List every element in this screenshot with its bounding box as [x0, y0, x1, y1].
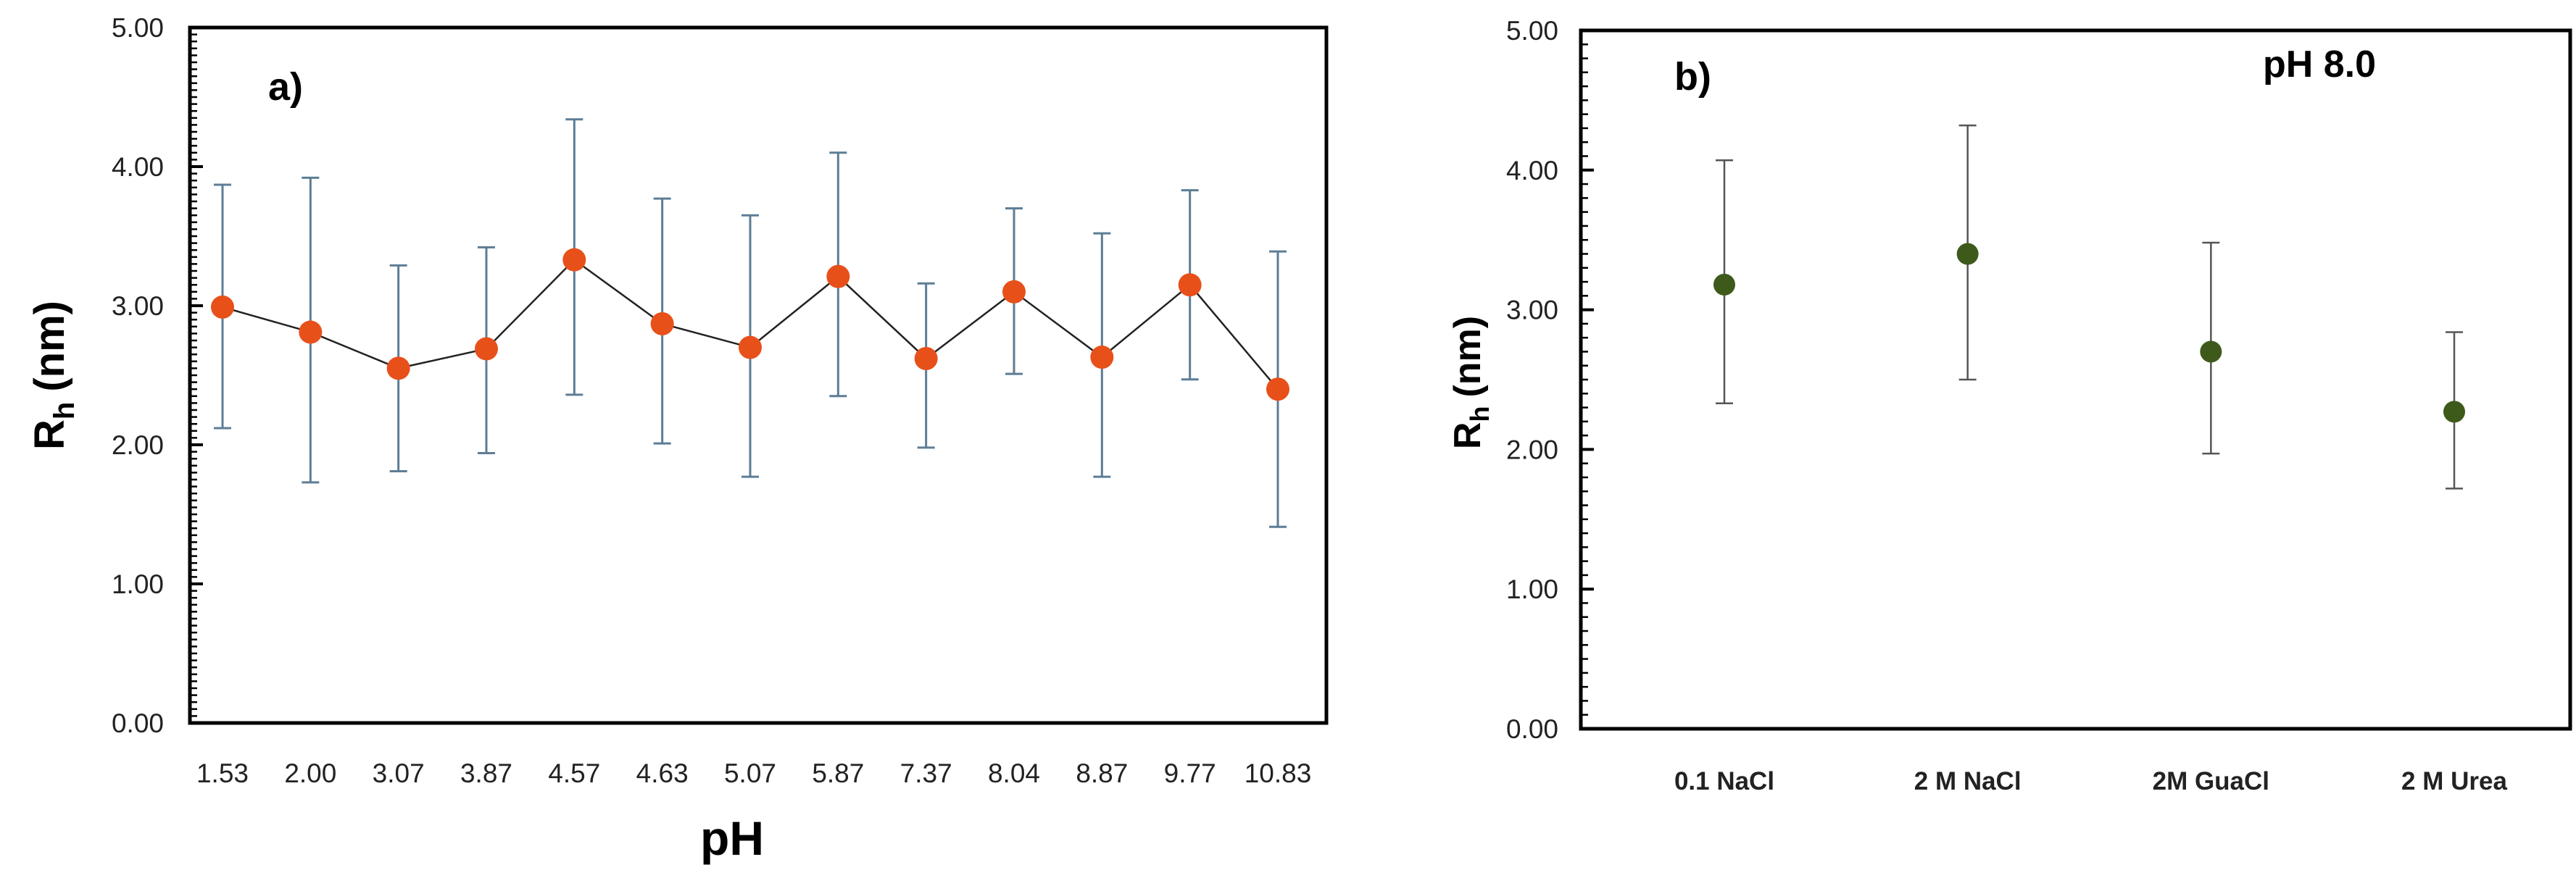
panel-a-plot-frame — [188, 25, 1329, 725]
panel-b-y-axis-title: Rh (nm) — [1447, 316, 1495, 449]
svg-text:Rh(nm): Rh (nm) — [1447, 316, 1495, 449]
x-tick-label: 3.07 — [373, 758, 425, 788]
x-tick-label: 9.77 — [1164, 758, 1216, 788]
x-tick-label: 2 M Urea — [2401, 767, 2507, 795]
y-tick-label: 0.00 — [112, 708, 164, 738]
y-tick-label: 4.00 — [112, 152, 164, 182]
svg-text:Rh(nm): Rh (nm) — [26, 301, 80, 450]
data-point — [914, 346, 938, 370]
y-tick-label: 0.00 — [1506, 714, 1558, 744]
x-tick-label: 1.53 — [196, 758, 249, 788]
y-tick-label: 5.00 — [112, 13, 164, 43]
panel-b-label: b) — [1674, 55, 1711, 99]
x-tick-label: 2 M NaCl — [1914, 767, 2022, 795]
panel-b-annotation: pH 8.0 — [2263, 43, 2376, 85]
data-point — [2200, 340, 2222, 363]
data-point — [475, 337, 498, 361]
x-tick-label: 8.87 — [1076, 758, 1128, 788]
x-tick-label: 4.63 — [636, 758, 689, 788]
data-point — [826, 264, 850, 288]
panel-a-label: a) — [268, 65, 303, 109]
panel-b-plot-frame — [1579, 28, 2572, 731]
panel-b-y-axis-title-main: R — [1447, 422, 1489, 450]
x-tick-label: 5.87 — [812, 758, 864, 788]
data-point — [562, 248, 586, 272]
x-tick-label: 7.37 — [900, 758, 952, 788]
x-tick-label: 3.87 — [460, 758, 512, 788]
data-point — [650, 312, 674, 335]
panel-b-error-bars — [1716, 124, 2463, 490]
data-point — [1266, 377, 1289, 401]
y-tick-label: 3.00 — [1506, 296, 1558, 325]
y-tick-label: 4.00 — [1506, 156, 1558, 185]
panel-a-x-tick-labels: 1.53 2.00 3.07 3.87 4.57 4.63 5.07 5.87 7.37 8.04… — [196, 758, 1311, 788]
data-point — [299, 320, 323, 344]
x-tick-label: 0.1 NaCl — [1674, 767, 1774, 795]
y-tick-label: 1.00 — [112, 569, 164, 599]
panel-a-error-bars — [214, 118, 1287, 528]
panel-b-y-axis-title-sub: h — [1465, 406, 1495, 422]
panel-a-y-tick-labels: 0.00 1.00 2.00 3.00 4.00 5.00 — [112, 13, 164, 738]
panel-a-chart: 0.00 1.00 2.00 3.00 4.00 5.00 1.53 2.00 3.07 3.8… — [26, 13, 1329, 865]
y-tick-label: 1.00 — [1506, 574, 1558, 604]
panel-a-y-axis-title-sub: h — [49, 402, 80, 419]
panel-b-x-tick-labels: 0.1 NaCl 2 M NaCl 2M GuaCl 2 M Urea — [1674, 767, 2508, 795]
data-point — [1090, 346, 1114, 369]
data-point — [1956, 243, 1979, 265]
x-tick-label: 2M GuaCl — [2153, 767, 2269, 795]
panel-a-y-axis-title: Rh (nm) — [26, 301, 80, 450]
panel-a-data-points — [211, 248, 1289, 401]
y-tick-label: 5.00 — [1506, 16, 1558, 46]
panel-a-x-axis-title: pH — [700, 811, 764, 865]
panel-a-minor-ticks — [190, 33, 197, 717]
data-point — [386, 356, 410, 380]
y-tick-label: 2.00 — [112, 430, 164, 460]
y-tick-label: 3.00 — [112, 291, 164, 321]
x-tick-label: 5.07 — [724, 758, 776, 788]
x-tick-label: 2.00 — [284, 758, 336, 788]
data-point — [739, 335, 762, 359]
data-point — [1002, 280, 1026, 304]
x-tick-label: 10.83 — [1245, 758, 1312, 788]
panel-b-major-ticks — [1581, 29, 1594, 730]
panel-b-y-axis-title-unit: (nm) — [1447, 316, 1489, 398]
data-point — [2443, 401, 2465, 423]
x-tick-label: 8.04 — [988, 758, 1040, 788]
panel-a-y-axis-title-unit: (nm) — [26, 301, 73, 392]
data-point — [211, 295, 234, 319]
panel-a-y-axis-title-main: R — [26, 419, 73, 450]
data-point — [1713, 273, 1735, 296]
panel-b-y-tick-labels: 0.00 1.00 2.00 3.00 4.00 5.00 — [1506, 16, 1558, 744]
x-tick-label: 4.57 — [548, 758, 600, 788]
panel-b-chart: 0.00 1.00 2.00 3.00 4.00 5.00 0.1 NaCl 2 M NaC… — [1447, 16, 2572, 795]
y-tick-label: 2.00 — [1506, 435, 1558, 464]
panel-b-data-points — [1713, 243, 2465, 423]
panel-a-major-ticks — [190, 26, 203, 724]
data-point — [1178, 273, 1202, 297]
panel-b-minor-ticks — [1581, 43, 1588, 716]
